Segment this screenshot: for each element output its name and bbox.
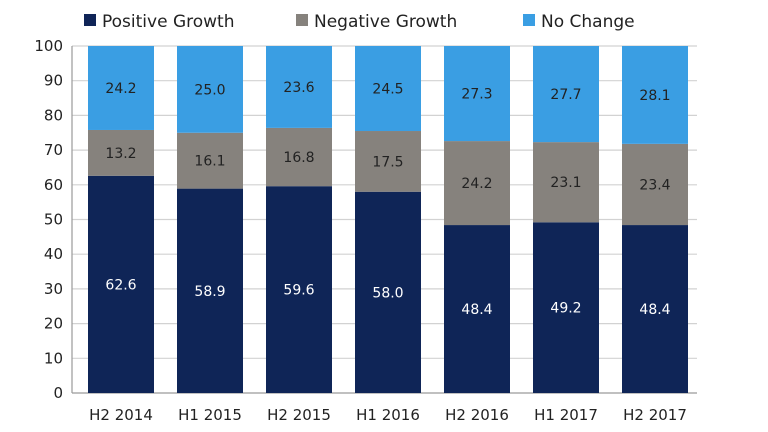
data-label: 16.8 bbox=[283, 150, 314, 166]
data-label: 28.1 bbox=[639, 88, 670, 104]
legend-swatch-positive-growth bbox=[84, 14, 96, 26]
y-axis: 0 10 20 30 40 50 60 70 80 90 100 bbox=[34, 37, 63, 402]
bar-segment-no-change bbox=[444, 46, 510, 142]
data-label: 24.2 bbox=[461, 176, 492, 192]
data-label: 13.2 bbox=[105, 146, 136, 162]
bar-segment-negative-growth bbox=[444, 141, 510, 226]
y-tick-label: 10 bbox=[44, 349, 63, 367]
bar-segment-negative-growth bbox=[533, 142, 599, 223]
data-label: 27.3 bbox=[461, 87, 492, 103]
bar-segment-no-change bbox=[266, 46, 332, 128]
bar-segment-negative-growth bbox=[622, 143, 688, 226]
data-label: 17.5 bbox=[372, 154, 403, 170]
data-label: 58.0 bbox=[372, 285, 403, 301]
data-label: 48.4 bbox=[461, 302, 492, 318]
legend: Positive Growth Negative Growth No Chang… bbox=[84, 12, 635, 32]
bar-segment-no-change bbox=[622, 46, 688, 144]
bar-segment-negative-growth bbox=[355, 131, 421, 192]
y-tick-label: 100 bbox=[34, 37, 63, 55]
y-tick-label: 80 bbox=[44, 106, 63, 124]
x-tick-label: H2 2015 bbox=[267, 406, 331, 424]
bar-segment-positive-growth bbox=[88, 175, 154, 393]
legend-label-no-change: No Change bbox=[541, 12, 635, 32]
data-label: 23.6 bbox=[283, 80, 314, 96]
legend-label-negative-growth: Negative Growth bbox=[314, 12, 457, 32]
data-label: 49.2 bbox=[550, 301, 581, 317]
x-tick-label: H2 2016 bbox=[445, 406, 509, 424]
data-label: 24.5 bbox=[372, 82, 403, 98]
data-label: 59.6 bbox=[283, 283, 314, 299]
x-tick-label: H2 2014 bbox=[89, 406, 153, 424]
data-label: 23.4 bbox=[639, 177, 670, 193]
data-label: 25.0 bbox=[194, 82, 225, 98]
bar-segment-positive-growth bbox=[533, 222, 599, 393]
data-label: 24.2 bbox=[105, 81, 136, 97]
bars: 62.6 13.2 24.2 58.9 16.1 25.0 59.6 16.8 23.6 58.0… bbox=[88, 46, 688, 393]
bar-segment-no-change bbox=[177, 46, 243, 133]
x-axis: H2 2014 H1 2015 H2 2015 H1 2016 H2 2016 H1 20… bbox=[89, 406, 687, 424]
y-tick-label: 30 bbox=[44, 280, 63, 298]
y-tick-label: 20 bbox=[44, 315, 63, 333]
y-tick-label: 0 bbox=[53, 384, 63, 402]
bar-segment-negative-growth bbox=[266, 127, 332, 187]
x-tick-label: H1 2016 bbox=[356, 406, 420, 424]
data-label: 58.9 bbox=[194, 284, 225, 300]
data-label: 48.4 bbox=[639, 302, 670, 318]
bar-segment-no-change bbox=[88, 46, 154, 130]
y-tick-label: 40 bbox=[44, 245, 63, 263]
bar-segment-no-change bbox=[355, 46, 421, 132]
bar-segment-positive-growth bbox=[622, 225, 688, 393]
bar-segment-positive-growth bbox=[444, 225, 510, 393]
x-tick-label: H2 2017 bbox=[623, 406, 687, 424]
bar-segment-negative-growth bbox=[177, 132, 243, 189]
bar-segment-positive-growth bbox=[177, 188, 243, 393]
data-label: 62.6 bbox=[105, 277, 136, 293]
bar-segment-positive-growth bbox=[266, 186, 332, 393]
legend-label-positive-growth: Positive Growth bbox=[102, 12, 234, 32]
bar-segment-no-change bbox=[533, 46, 599, 143]
data-label: 23.1 bbox=[550, 175, 581, 191]
data-label: 27.7 bbox=[550, 87, 581, 103]
y-tick-label: 50 bbox=[44, 211, 63, 229]
x-tick-label: H1 2015 bbox=[178, 406, 242, 424]
x-tick-label: H1 2017 bbox=[534, 406, 598, 424]
y-tick-label: 60 bbox=[44, 176, 63, 194]
bar-segment-negative-growth bbox=[88, 129, 154, 176]
legend-swatch-negative-growth bbox=[296, 14, 308, 26]
bar-segment-positive-growth bbox=[355, 191, 421, 393]
y-tick-label: 70 bbox=[44, 141, 63, 159]
legend-swatch-no-change bbox=[523, 14, 535, 26]
data-label: 16.1 bbox=[194, 154, 225, 170]
y-tick-label: 90 bbox=[44, 72, 63, 90]
